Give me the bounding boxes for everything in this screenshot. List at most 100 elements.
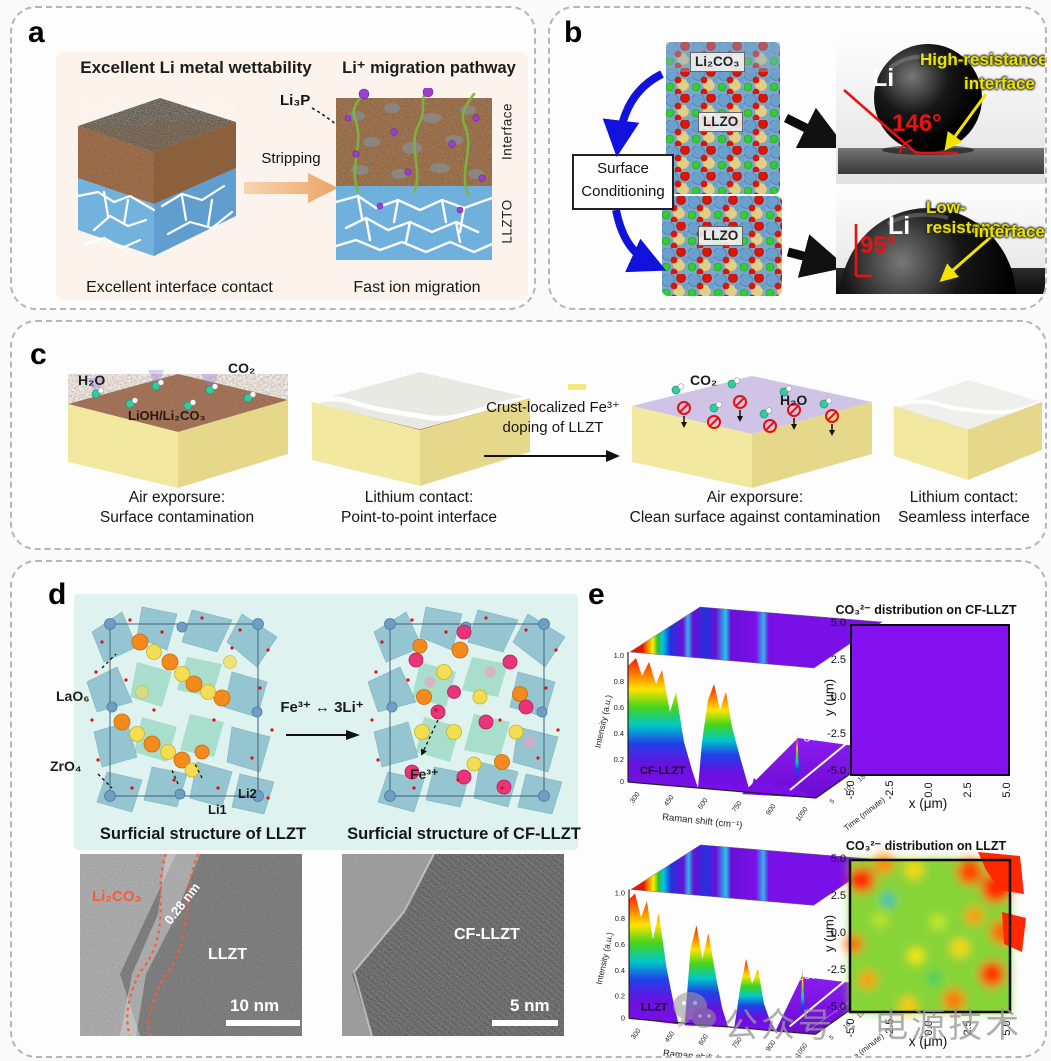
int-tick: 0.6	[615, 940, 625, 949]
caption-air-exposure-1-line1: Air exporsure:	[128, 489, 226, 506]
fe-exchange-arrow-icon	[286, 730, 360, 740]
co3-map-cf-llzt-title: CO₃²⁻ distribution on CF-LLZT	[835, 603, 1017, 617]
caption-lithium-contact-1-line1: Lithium contact:	[364, 489, 474, 506]
overflow-red-blob-top	[978, 852, 1024, 894]
caption-surficial-llzt: Surficial structure of LLZT	[99, 825, 307, 843]
co3-map-llzt-plot	[845, 852, 1026, 1015]
slab-seamless-illustration	[893, 380, 1043, 480]
droplet-photo-low-graphic	[836, 188, 1045, 308]
int-tick: 1.0	[615, 888, 625, 897]
panel-d-label: d	[48, 578, 67, 611]
contact-angle-photo-low: Li 95° Low-resistance interface	[836, 188, 1045, 308]
time-tick: 10	[843, 784, 853, 794]
h2o-label-2: H₂O	[780, 392, 808, 408]
li1-label: Li1	[208, 802, 227, 817]
map2-ytick: 2.5	[830, 890, 846, 902]
caption-interface-contact: Excellent interface contact	[86, 279, 273, 296]
panel-de: d	[10, 560, 1047, 1058]
caption-surficial-cf-llzt: Surficial structure of CF-LLZT	[347, 825, 581, 843]
caption-air-exposure-2: Air exporsure: Clean surface against con…	[610, 488, 900, 528]
doping-arrow-text: Crust-localized Fe³⁺ doping of LLZT	[480, 398, 626, 437]
wechat-logo-icon	[673, 992, 716, 1028]
slab-point-contact-illustration	[311, 372, 531, 486]
doping-arrow-icon	[484, 450, 620, 462]
raman-tick: 300	[630, 1027, 642, 1041]
li3p-label: Li₃P	[280, 92, 311, 109]
cf-llzt-crystal-graphic	[367, 606, 566, 814]
doping-arrow-text-line2: doping of LLZT	[502, 418, 604, 436]
raman-axis-label: Raman shift (cm⁻¹)	[662, 812, 743, 831]
map1-ytick: -5.0	[827, 765, 846, 777]
llzo-tag-bottom: LLZO	[698, 226, 744, 247]
caption-air-exposure-2-line2: Clean surface against contamination	[629, 509, 881, 527]
co3-annotation-bottom: CO₃²⁻	[796, 967, 824, 982]
int-tick: 0.4	[615, 966, 625, 975]
tem-cf-llzt-image	[342, 854, 564, 1036]
li-droplet-label-high: Li	[872, 64, 895, 92]
map1-ytick: 2.5	[830, 654, 846, 666]
caption-lithium-contact-1: Lithium contact: Point-to-point interfac…	[304, 488, 534, 528]
map2-ytick: -5.0	[827, 1001, 846, 1013]
li-llzto-cube-illustration	[76, 98, 236, 256]
panel-c: c H₂O CO₂ LiOH/Li₂CO₃ Air exporsure: Sur…	[10, 320, 1047, 550]
time-tick: 10	[842, 1021, 852, 1031]
tem-llzt-image	[80, 854, 302, 1036]
time-tick: 5	[829, 798, 837, 806]
migration-title: Li⁺ migration pathway	[342, 59, 516, 77]
map2-ytick: 0.0	[830, 927, 846, 939]
lioh-li2co3-label: LiOH/Li₂CO₃	[128, 408, 206, 423]
caption-air-exposure-1: Air exporsure: Surface contamination	[62, 488, 292, 528]
int-tick: 0.8	[614, 677, 624, 686]
high-resistance-line1: High-resistance	[920, 50, 1047, 69]
int-tick: 0	[621, 1013, 625, 1022]
stripping-arrow-icon	[244, 173, 338, 203]
fe-li-exchange-label: Fe³⁺ ↔ 3Li⁺	[280, 699, 364, 716]
time-tick: 15	[857, 773, 867, 783]
panel-a: a Excellent Li metal wettability Li⁺ mig…	[10, 6, 536, 310]
tem1-li2co3-label: Li₂CO₃	[92, 888, 142, 905]
panel-b-label: b	[564, 16, 583, 49]
tem1-sample-label: LLZT	[208, 946, 248, 963]
intensity-axis-label: Intensity (a.u.)	[594, 931, 615, 985]
co2-label-1: CO₂	[228, 360, 256, 376]
raman-tick: 750	[731, 800, 743, 814]
raman-axis-label: Raman shift (cm⁻¹)	[663, 1047, 743, 1058]
doping-arrow-text-line1: Crust-localized Fe³⁺	[486, 399, 620, 416]
panel-c-label: c	[30, 338, 47, 371]
panel-b: b Li₂CO₃ LLZO LLZO Surface Conditioning	[548, 6, 1047, 310]
black-arrow-icons	[783, 107, 848, 278]
caption-lithium-contact-2: Lithium contact: Seamless interface	[878, 488, 1045, 528]
caption-fast-ion: Fast ion migration	[353, 279, 481, 296]
slab4-graphic	[893, 380, 1043, 480]
contact-angle-value-high: 146°	[892, 110, 942, 137]
slab2-graphic	[311, 372, 531, 486]
watermark-text: 公众号 · 电源技术杂志	[724, 1007, 1023, 1045]
tem1-scale-bar	[226, 1020, 300, 1026]
lao6-label: LaO₆	[56, 688, 90, 704]
fe3-label: Fe³⁺	[410, 766, 439, 782]
map2-ytick: 5.0	[830, 853, 846, 865]
contact-angle-value-low: 95°	[860, 232, 897, 259]
raman-tick: 450	[663, 794, 675, 808]
int-tick: 0.2	[614, 755, 624, 764]
map1-ytick: 0.0	[830, 691, 846, 703]
li2-label: Li2	[238, 786, 257, 801]
caption-lithium-contact-1-line2: Point-to-point interface	[341, 509, 497, 527]
caption-air-exposure-1-line2: Surface contamination	[99, 509, 255, 527]
li-droplet-label-low: Li	[888, 212, 911, 240]
map2-xlabel: x (μm)	[908, 1034, 948, 1049]
slab-contaminated-illustration	[68, 370, 288, 488]
li2co3-tag: Li₂CO₃	[690, 52, 745, 73]
wettability-title: Excellent Li metal wettability	[80, 58, 312, 77]
cube-graphic	[76, 98, 236, 256]
cf-llzt-crystal-illustration	[367, 606, 566, 814]
int-tick: 0.6	[614, 703, 624, 712]
slab3-graphic	[632, 376, 872, 488]
int-tick: 1.0	[614, 651, 624, 660]
panel-a-label: a	[28, 16, 45, 49]
llzt-crystal-graphic	[86, 606, 278, 814]
map1-xlabel: x (μm)	[908, 796, 948, 811]
map1-ytick: -2.5	[827, 728, 846, 740]
int-tick: 0.4	[614, 729, 624, 738]
co3-annotation-top: CO₃²⁻	[803, 730, 831, 745]
